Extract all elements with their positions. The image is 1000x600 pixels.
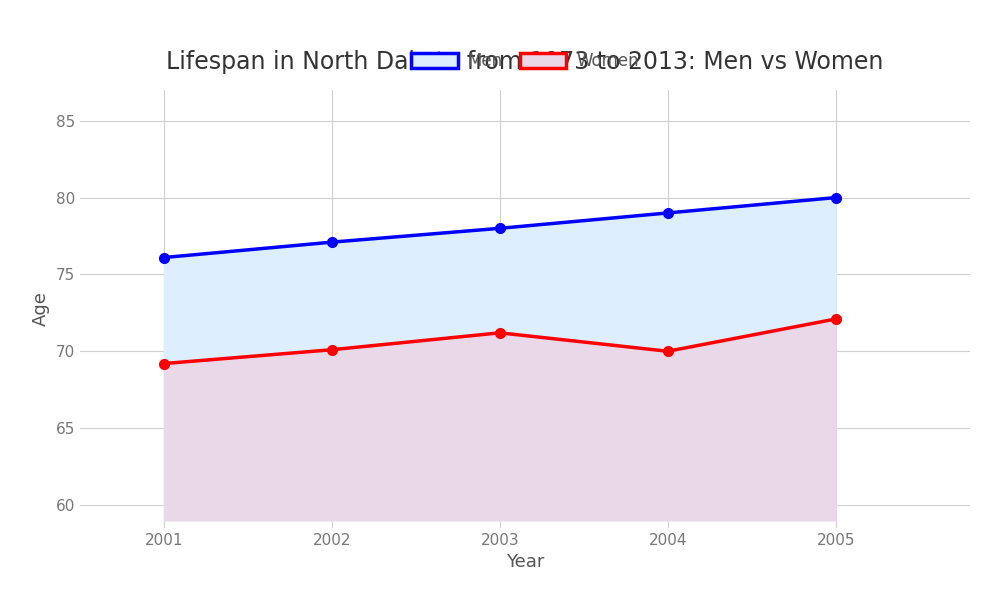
Women — [326, 346, 338, 353]
Women — [662, 347, 674, 355]
Y-axis label: Age: Age — [32, 292, 50, 326]
X-axis label: Year: Year — [506, 553, 544, 571]
Legend: Men, Women: Men, Women — [404, 46, 646, 77]
Line: Men: Men — [159, 193, 841, 262]
Women — [158, 360, 170, 367]
Line: Women: Women — [159, 314, 841, 368]
Men — [158, 254, 170, 261]
Title: Lifespan in North Dakota from 1973 to 2013: Men vs Women: Lifespan in North Dakota from 1973 to 20… — [166, 50, 884, 74]
Men — [326, 239, 338, 246]
Women — [494, 329, 506, 337]
Women — [830, 316, 842, 323]
Men — [830, 194, 842, 201]
Men — [494, 225, 506, 232]
Men — [662, 209, 674, 217]
